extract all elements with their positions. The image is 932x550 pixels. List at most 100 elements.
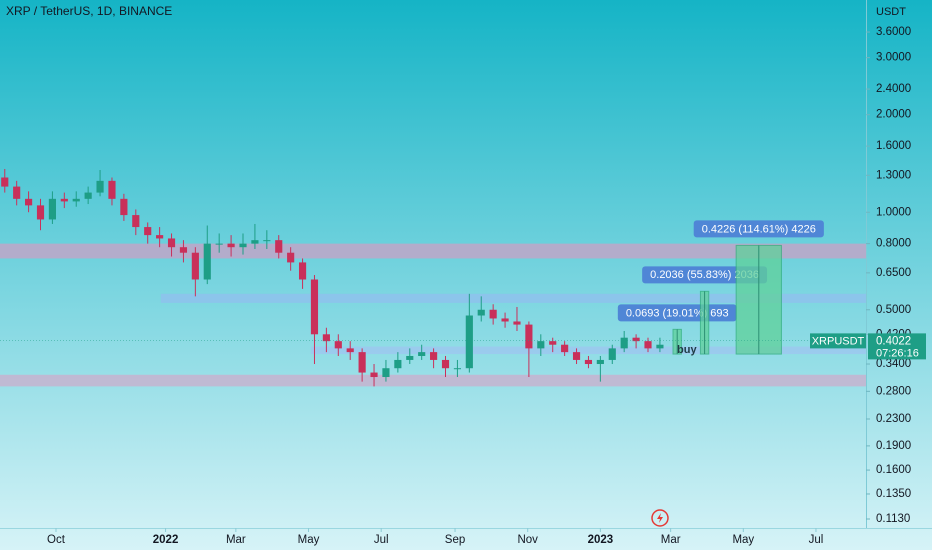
candle-body [25, 198, 33, 206]
candle-body [60, 198, 68, 202]
x-tick-label: Mar [661, 534, 681, 546]
candle-body [382, 368, 390, 378]
candle-body [465, 315, 473, 369]
y-axis-title: USDT [876, 6, 906, 18]
candle-body [108, 180, 116, 199]
measure-label: 0.2036 (55.83%) 2036 [650, 269, 759, 281]
candle-body [370, 372, 378, 378]
trade-note: buy [677, 344, 697, 356]
chart-title: XRP / TetherUS, 1D, BINANCE [6, 4, 172, 18]
candle-body [477, 309, 485, 316]
candle-body [120, 198, 128, 216]
price-tag [868, 333, 926, 360]
candle-body [263, 240, 271, 242]
y-tick-label: 0.2800 [876, 385, 911, 397]
candle-body [96, 180, 104, 193]
y-tick-label: 3.6000 [876, 26, 911, 38]
symbol-tag-label: XRPUSDT [812, 335, 865, 347]
candle-body [346, 348, 354, 353]
candle-body [156, 235, 164, 239]
candle-body [132, 215, 140, 228]
y-tick-label: 1.3000 [876, 169, 911, 181]
candle-body [144, 227, 152, 236]
candle-body [298, 262, 307, 280]
y-tick-label: 0.2300 [876, 413, 911, 425]
candle-body [1, 177, 9, 187]
event-icon[interactable] [651, 509, 669, 527]
candle-body [275, 240, 283, 253]
candle-body [620, 337, 628, 349]
candle-body [179, 247, 188, 253]
candle-body [572, 352, 581, 360]
candle-body [334, 341, 342, 349]
y-tick-label: 0.8000 [876, 238, 911, 250]
candle-body [406, 355, 414, 360]
candle-body [537, 341, 545, 349]
candle-body [430, 352, 438, 360]
candle-body [251, 240, 259, 244]
x-tick-label: May [298, 534, 320, 546]
y-tick-label: 1.6000 [876, 140, 911, 152]
measure-label-box [693, 220, 824, 238]
event-icon-bolt [657, 513, 663, 523]
candle-body [48, 198, 56, 220]
candle-body [584, 359, 593, 365]
event-icon-ring [651, 509, 669, 527]
y-tick-label: 3.0000 [876, 52, 911, 64]
plot-layer: 0.0693 (19.01%) 693 buy 0.2036 (55.83%) 20… [0, 168, 867, 387]
candle-body [310, 279, 319, 335]
candle-body [441, 359, 450, 369]
candle-body [239, 243, 247, 248]
x-tick-label: Nov [517, 534, 538, 546]
candle-body [167, 238, 176, 248]
x-tick-label: Sep [445, 534, 465, 546]
y-tick-label: 0.1130 [876, 513, 910, 525]
candle-body [549, 341, 557, 345]
candle-body [13, 186, 21, 199]
y-tick-label: 2.0000 [876, 109, 911, 121]
y-tick-label: 0.1350 [876, 488, 911, 500]
price-zone [310, 346, 866, 355]
y-tick-label: 0.5000 [876, 304, 911, 316]
candle-body [513, 321, 521, 325]
y-tick-label: 0.3400 [876, 358, 911, 370]
price-zone [160, 293, 867, 303]
candle-body [203, 243, 211, 280]
candle-body [501, 318, 509, 322]
candle-body [644, 341, 652, 349]
price-zone [0, 374, 866, 387]
candle-body [418, 352, 426, 356]
candle-body [453, 368, 461, 370]
candle-body [596, 359, 604, 365]
candle-body [36, 205, 45, 220]
x-tick-label: Jul [809, 534, 824, 546]
x-tick-label: Jul [374, 534, 389, 546]
candle-body [394, 359, 402, 369]
candle-body [608, 348, 616, 360]
candle-body [561, 344, 569, 353]
price-tag-label: 0.4022 [876, 335, 911, 347]
candle-body [489, 309, 497, 319]
candle-body [322, 334, 330, 342]
measure-label: 0.0693 (19.01%) 693 [626, 307, 729, 319]
x-tick-label: 2023 [588, 534, 614, 546]
price-zone [0, 243, 866, 259]
y-tick-label: 2.4000 [876, 83, 911, 95]
y-tick-label: 0.1900 [876, 440, 911, 452]
candle-body [525, 324, 533, 349]
candle-body [227, 243, 235, 248]
x-tick-label: Oct [47, 534, 66, 546]
x-tick-label: May [732, 534, 754, 546]
candle-body [191, 252, 199, 280]
candle-body [72, 198, 80, 202]
candle-body [632, 337, 640, 342]
candle-body [215, 243, 223, 245]
candle-body [358, 352, 366, 373]
x-tick-label: 2022 [153, 534, 179, 546]
measure-label: 0.4226 (114.61%) 4226 [702, 223, 816, 235]
candle-body [84, 192, 92, 199]
x-tick-label: Mar [226, 534, 246, 546]
